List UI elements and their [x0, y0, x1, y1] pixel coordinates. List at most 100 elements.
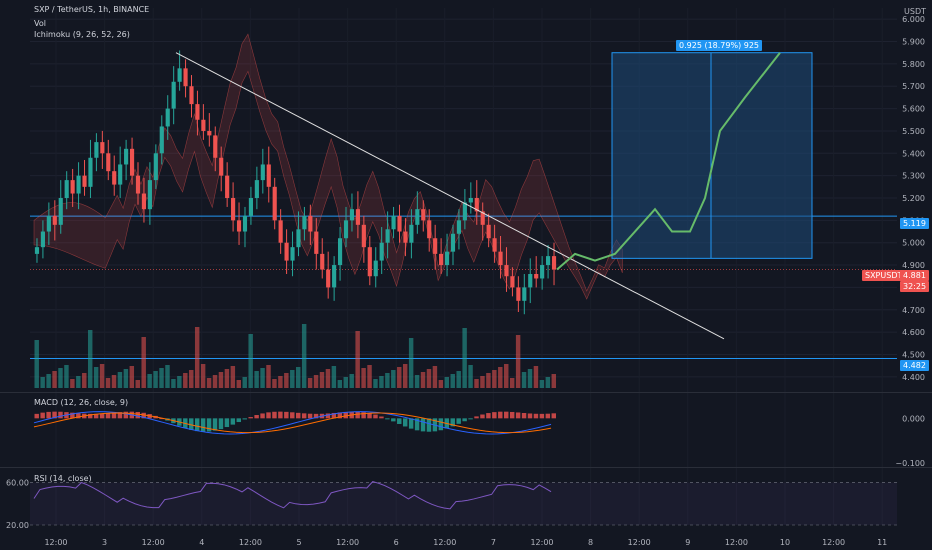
macd-histogram-bar [486, 413, 491, 419]
macd-histogram-bar [206, 418, 212, 432]
volume-bar [420, 372, 426, 388]
macd-histogram-bar [527, 413, 533, 419]
macd-histogram-bar [70, 412, 75, 419]
macd-histogram-bar [420, 418, 426, 432]
macd-histogram-bar [242, 418, 247, 420]
trendline [175, 52, 725, 340]
macd-histogram-bar [450, 418, 455, 427]
volume-bar [539, 380, 545, 388]
candle-body [34, 247, 40, 254]
volume-bar [504, 364, 509, 388]
volume-bar [87, 330, 93, 388]
macd-histogram-bar [58, 411, 63, 419]
candle-body [302, 215, 307, 230]
candle-body [450, 233, 456, 252]
rsi-tick-label: 20.00 [6, 521, 29, 530]
macd-histogram-bar [379, 416, 384, 419]
macd-histogram-bar [254, 415, 259, 419]
candle-body [231, 198, 236, 221]
candle-body [242, 215, 248, 232]
price-tick-label: 5.900 [902, 38, 925, 47]
volume-bar [58, 368, 63, 388]
macd-histogram-bar [391, 418, 396, 422]
time-tick-label: 12:00 [433, 538, 456, 547]
volume-bar [343, 377, 348, 388]
macd-histogram-bar [218, 418, 224, 430]
macd-histogram-bar [533, 413, 539, 419]
candle-body [498, 251, 503, 266]
volume-bar [230, 366, 236, 388]
macd-histogram-bar [307, 413, 313, 419]
price-tick-label: 4.600 [902, 328, 925, 337]
projection-box [611, 52, 813, 259]
volume-bar [141, 337, 146, 388]
volume-bar [492, 370, 497, 388]
volume-bar [438, 380, 444, 388]
volume-bar [296, 367, 301, 388]
candle-body [118, 164, 123, 185]
macd-histogram-bar [373, 414, 378, 419]
volume-bar [147, 374, 152, 388]
macd-histogram-bar [224, 418, 230, 428]
volume-bar [313, 375, 319, 388]
volume-bar [177, 376, 182, 388]
macd-histogram-bar [117, 412, 123, 419]
candle-body [112, 171, 117, 185]
volume-bar [385, 373, 390, 388]
candle-body [40, 231, 45, 248]
candle-body [522, 287, 527, 301]
candle-body [165, 108, 170, 127]
last-price-tag: 4.881 [900, 270, 929, 281]
candle-body [337, 238, 343, 266]
macd-histogram-bar [480, 414, 485, 419]
price-tick-label: 5.600 [902, 105, 925, 114]
volume-bar [462, 328, 467, 388]
price-tick-label: 6.000 [902, 15, 925, 24]
candle-body [266, 164, 271, 187]
volume-bar [278, 376, 283, 388]
countdown-tag: 32:25 [900, 281, 930, 292]
ichimoku-label: Ichimoku (9, 26, 52, 26) [34, 30, 130, 39]
volume-bar [509, 378, 515, 388]
rsi-label: RSI (14, close) [34, 474, 92, 483]
time-tick-label: 11 [877, 538, 887, 547]
macd-histogram-bar [337, 412, 343, 419]
time-tick-label: 12:00 [725, 538, 748, 547]
macd-histogram-bar [521, 413, 527, 419]
volume-bar [474, 379, 479, 388]
macd-histogram-bar [402, 418, 408, 427]
candle-body [106, 153, 111, 172]
candle-body [373, 260, 378, 277]
candle-body [385, 229, 390, 243]
volume-bar [82, 373, 87, 388]
volume-bar [456, 371, 461, 388]
macd-histogram-bar [474, 416, 479, 419]
price-tick-label: 4.500 [902, 350, 925, 359]
volume-bar [521, 372, 527, 388]
volume-bar [76, 376, 81, 388]
candle-body [94, 142, 99, 158]
macd-histogram-bar [248, 417, 253, 419]
candle-body [427, 220, 432, 239]
volume-bar [46, 374, 51, 388]
time-tick-label: 12:00 [822, 538, 845, 547]
volume-bar [260, 368, 265, 388]
time-tick-label: 12:00 [336, 538, 359, 547]
volume-bar [189, 370, 194, 388]
candle-body [201, 119, 206, 131]
volume-bar [105, 378, 111, 388]
volume-bar [40, 377, 45, 388]
candle-body [516, 287, 521, 301]
pane-separator [0, 467, 932, 468]
candle-body [219, 157, 224, 176]
candle-body [260, 164, 265, 181]
candle-body [64, 180, 69, 198]
macd-histogram-bar [278, 411, 283, 419]
volume-bar [206, 378, 212, 388]
macd-histogram-bar [260, 413, 265, 419]
volume-bar [373, 379, 378, 388]
macd-histogram-bar [539, 413, 545, 419]
candle-body [486, 224, 491, 239]
macd-histogram-bar [34, 413, 39, 419]
